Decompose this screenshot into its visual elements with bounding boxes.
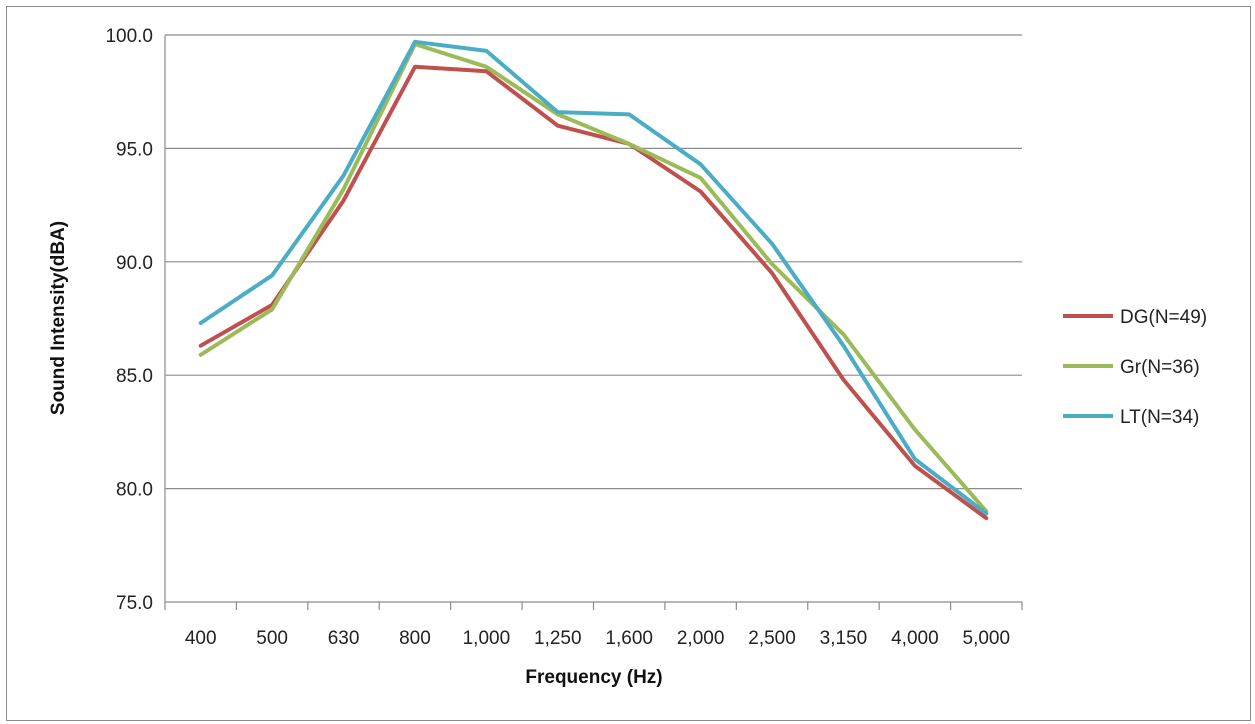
x-tick-label: 2,000 bbox=[677, 628, 725, 649]
legend-label: Gr(N=36) bbox=[1120, 357, 1200, 378]
axes: 75.0 80.0 85.0 90.0 95.0 100.0 400 500 630 800 1,0… bbox=[105, 26, 1023, 649]
x-tick-label: 3,150 bbox=[820, 628, 868, 649]
series-line bbox=[198, 64, 989, 521]
x-tick-label: 800 bbox=[399, 628, 431, 649]
x-tick-label: 4,000 bbox=[891, 628, 939, 649]
series-line bbox=[198, 39, 989, 516]
x-tick-label: 5,000 bbox=[963, 628, 1011, 649]
x-axis-title: Frequency (Hz) bbox=[525, 667, 662, 688]
x-tick-label: 1,000 bbox=[463, 628, 511, 649]
x-tick-label: 500 bbox=[256, 628, 288, 649]
legend-label: DG(N=49) bbox=[1120, 307, 1207, 328]
y-tick-label: 80.0 bbox=[116, 480, 153, 501]
x-tick-label: 2,500 bbox=[748, 628, 796, 649]
y-tick-label: 95.0 bbox=[116, 139, 153, 160]
y-tick-label: 100.0 bbox=[105, 26, 153, 47]
series-line bbox=[198, 42, 989, 514]
gridlines bbox=[165, 34, 1022, 490]
y-tick-label: 75.0 bbox=[116, 593, 153, 614]
series-lines bbox=[198, 39, 989, 521]
x-tick-label: 630 bbox=[328, 628, 360, 649]
y-tick-label: 90.0 bbox=[116, 253, 153, 274]
x-tick-label: 1,600 bbox=[605, 628, 653, 649]
x-tick-label: 1,250 bbox=[534, 628, 582, 649]
y-tick-label: 85.0 bbox=[116, 366, 153, 387]
x-tick-label: 400 bbox=[185, 628, 217, 649]
y-axis-title: Sound Intensity(dBA) bbox=[48, 221, 69, 415]
legend: DG(N=49) Gr(N=36) LT(N=34) bbox=[1063, 307, 1207, 428]
legend-label: LT(N=34) bbox=[1120, 407, 1199, 428]
